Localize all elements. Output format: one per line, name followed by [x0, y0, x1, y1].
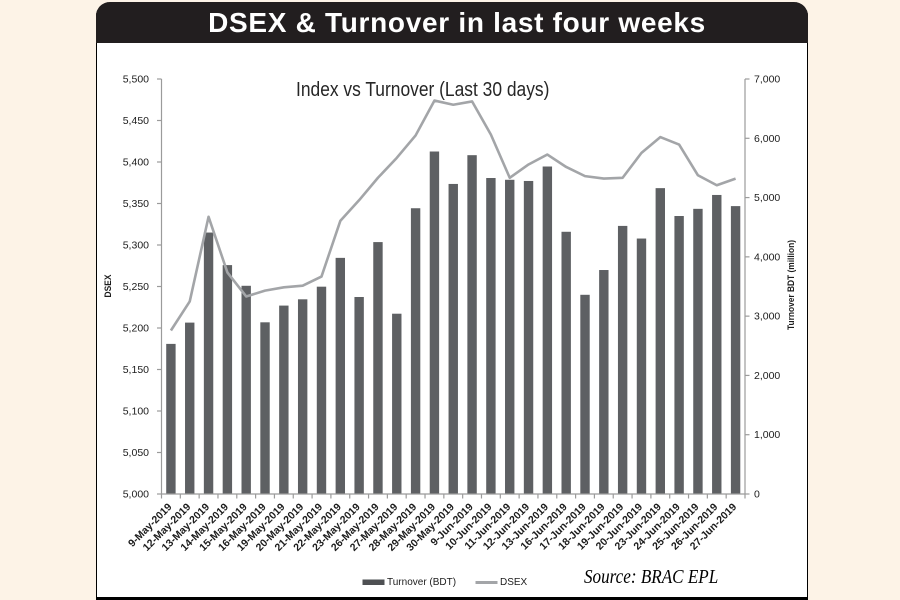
- svg-text:5,500: 5,500: [123, 74, 149, 86]
- svg-text:DSEX: DSEX: [103, 274, 114, 298]
- svg-text:5,000: 5,000: [123, 489, 149, 501]
- svg-text:7,000: 7,000: [754, 74, 780, 86]
- svg-text:3,000: 3,000: [754, 311, 780, 323]
- svg-text:6,000: 6,000: [754, 133, 780, 145]
- svg-text:5,050: 5,050: [123, 447, 149, 459]
- svg-text:5,300: 5,300: [123, 240, 149, 252]
- svg-text:5,400: 5,400: [123, 157, 149, 169]
- svg-text:5,200: 5,200: [123, 323, 149, 335]
- svg-text:5,350: 5,350: [123, 198, 149, 210]
- svg-text:0: 0: [754, 489, 760, 501]
- svg-text:4,000: 4,000: [754, 251, 780, 263]
- svg-text:2,000: 2,000: [754, 370, 780, 382]
- svg-text:5,000: 5,000: [754, 192, 780, 204]
- svg-text:5,250: 5,250: [123, 281, 149, 293]
- svg-text:5,100: 5,100: [123, 406, 149, 418]
- svg-text:5,450: 5,450: [123, 115, 149, 127]
- svg-text:Turnover BDT (million): Turnover BDT (million): [786, 240, 797, 330]
- svg-text:5,150: 5,150: [123, 364, 149, 376]
- svg-text:1,000: 1,000: [754, 429, 780, 441]
